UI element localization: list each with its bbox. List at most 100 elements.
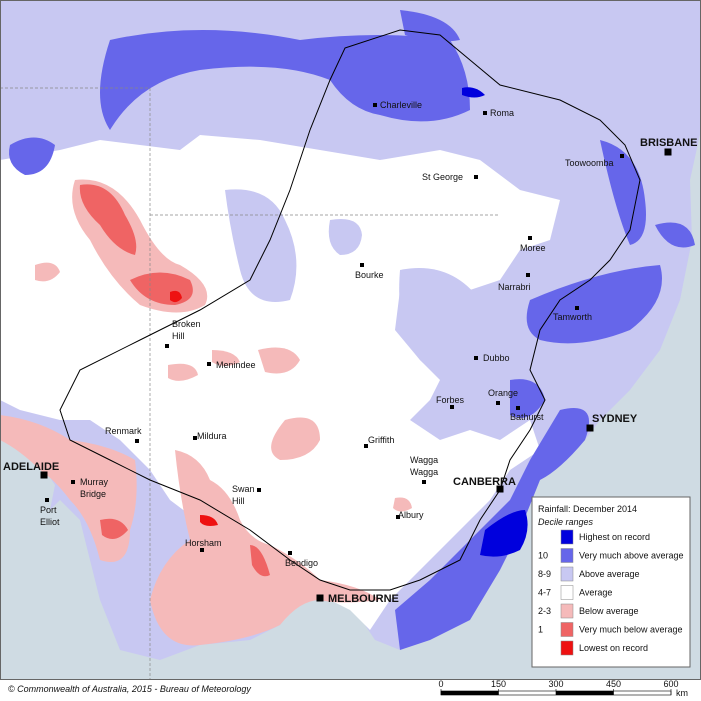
town-marker — [586, 424, 594, 432]
above-average-area — [399, 268, 484, 370]
highest-area — [480, 510, 528, 557]
town-label: ADELAIDE — [3, 461, 59, 473]
lowest-area — [170, 290, 182, 303]
town-marker — [45, 498, 49, 502]
legend-swatch — [560, 622, 574, 637]
legend-swatch — [560, 603, 574, 619]
town-label: Forbes — [436, 395, 465, 405]
legend-swatch — [560, 566, 574, 582]
town-marker — [165, 344, 169, 348]
below-average-area — [212, 350, 240, 366]
scale-tick-label: 300 — [548, 679, 563, 689]
scale-tick-label: 600 — [663, 679, 678, 689]
towns: Charleville Roma BRISBANE Toowoomba St Georg… — [3, 100, 697, 605]
copyright: © Commonwealth of Australia, 2015 - Bure… — [8, 684, 251, 694]
very-much-below-area — [79, 184, 137, 255]
town-marker — [496, 485, 504, 493]
legend-label: Above average — [579, 569, 640, 579]
town-label: Bourke — [355, 270, 384, 280]
below-average-area — [393, 497, 412, 512]
town-label: Toowoomba — [565, 158, 614, 168]
highest-area — [462, 87, 485, 98]
town-marker — [288, 551, 292, 555]
legend-swatch — [560, 585, 574, 600]
scale-unit: km — [676, 688, 688, 698]
town-marker — [664, 148, 672, 156]
town-marker — [422, 480, 426, 484]
legend-swatch — [560, 529, 574, 545]
town-marker — [71, 480, 75, 484]
town-marker — [528, 236, 532, 240]
very-much-above-area — [526, 265, 662, 344]
town-label: Port — [40, 505, 57, 515]
legend-code: 4-7 — [538, 588, 551, 598]
town-label: CANBERRA — [453, 476, 516, 488]
legend-label: Below average — [579, 606, 639, 616]
town-marker — [474, 175, 478, 179]
legend-label: Highest on record — [579, 532, 650, 542]
below-average-area — [258, 347, 300, 374]
scale-segment — [556, 691, 614, 695]
town-label: Bridge — [80, 489, 106, 499]
murray-darling-border — [59, 29, 641, 591]
legend-rows: Highest on record 10 Very much above avera… — [538, 529, 684, 656]
very-much-below-area — [250, 545, 270, 577]
town-marker — [483, 111, 487, 115]
legend-swatch — [560, 640, 574, 656]
scale-segment — [441, 691, 499, 695]
town-marker — [193, 436, 197, 440]
legend-swatch — [560, 548, 574, 563]
town-marker — [135, 439, 139, 443]
town-label: Hill — [232, 496, 245, 506]
town-label: Narrabri — [498, 282, 531, 292]
town-marker — [450, 405, 454, 409]
very-much-above-area — [400, 10, 460, 42]
town-label: Renmark — [105, 426, 142, 436]
town-marker — [373, 103, 377, 107]
lowest-area — [200, 515, 218, 526]
town-label: Charleville — [380, 100, 422, 110]
town-label: St George — [422, 172, 463, 182]
legend-code: 10 — [538, 551, 548, 561]
town-label: Wagga — [410, 467, 438, 477]
below-average-area — [35, 262, 60, 282]
town-label: Roma — [490, 108, 514, 118]
town-label: Bathurst — [510, 412, 544, 422]
town-label: Elliot — [40, 517, 60, 527]
town-marker — [474, 356, 478, 360]
town-label: Wagga — [410, 455, 438, 465]
legend-subtitle: Decile ranges — [538, 517, 594, 527]
above-average-area — [328, 219, 362, 255]
legend-title: Rainfall: December 2014 — [538, 504, 637, 514]
legend-code: 8-9 — [538, 569, 551, 579]
state-border — [0, 87, 500, 680]
legend-code: 2-3 — [538, 606, 551, 616]
below-average-area — [271, 417, 320, 460]
very-much-above-area — [655, 222, 695, 248]
town-label: Swan — [232, 484, 255, 494]
town-label: SYDNEY — [592, 413, 638, 425]
town-marker — [200, 548, 204, 552]
very-much-below-area — [100, 518, 128, 539]
town-label: Albury — [398, 510, 424, 520]
town-label: Murray — [80, 477, 109, 487]
legend-label: Very much above average — [579, 551, 684, 561]
town-label: Horsham — [185, 538, 222, 548]
legend-box — [531, 496, 691, 668]
town-label: Orange — [488, 388, 518, 398]
town-label: Menindee — [216, 360, 256, 370]
legend-label: Lowest on record — [579, 643, 648, 653]
legend-label: Average — [579, 588, 612, 598]
town-marker — [40, 471, 48, 479]
town-marker — [620, 154, 624, 158]
scale-tick-label: 150 — [491, 679, 506, 689]
town-label: Dubbo — [483, 353, 510, 363]
very-much-above-area — [9, 137, 55, 175]
town-marker — [575, 306, 579, 310]
town-label: Mildura — [197, 431, 227, 441]
legend-label: Very much below average — [579, 625, 683, 635]
town-label: Moree — [520, 243, 546, 253]
town-marker — [364, 444, 368, 448]
